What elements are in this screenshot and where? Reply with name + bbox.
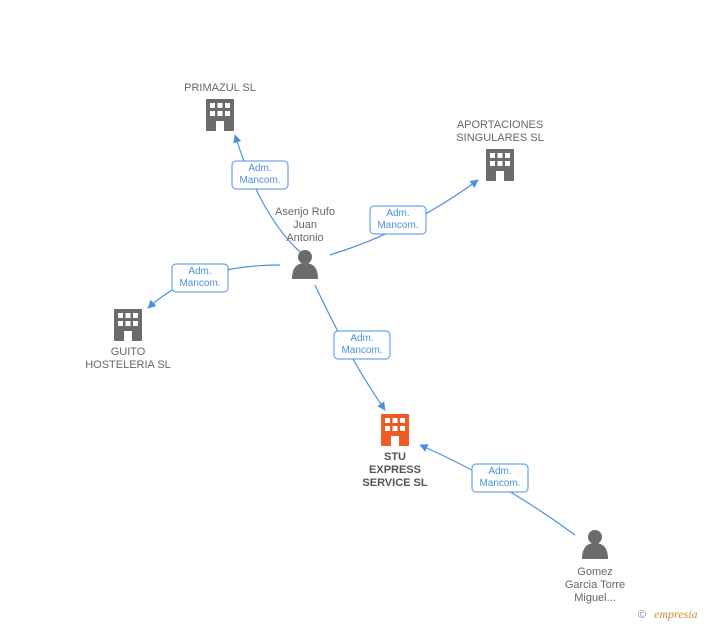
edge-label-line: Adm. (188, 266, 211, 277)
building-icon (114, 309, 142, 341)
node-guito[interactable]: GUITOHOSTELERIA SL (85, 309, 171, 371)
edge-label: Adm.Mancom. (472, 464, 528, 492)
edge-label-line: Adm. (248, 163, 271, 174)
edge-labels: Adm.Mancom.Adm.Mancom.Adm.Mancom.Adm.Man… (172, 161, 528, 492)
node-label-line: APORTACIONES (457, 119, 543, 131)
person-icon (292, 250, 318, 279)
edge-label: Adm.Mancom. (172, 264, 228, 292)
edge-label: Adm.Mancom. (370, 206, 426, 234)
node-asenjo[interactable]: Asenjo RufoJuanAntonio (275, 206, 335, 279)
node-label-line: STU (384, 451, 406, 463)
edge-label-line: Mancom. (341, 345, 382, 356)
node-label-line: Miguel... (574, 592, 616, 604)
node-primazul[interactable]: PRIMAZUL SL (184, 82, 256, 131)
copyright-symbol: © (638, 609, 646, 621)
watermark: © empresia (638, 607, 698, 621)
edge-label: Adm.Mancom. (232, 161, 288, 189)
node-label-line: HOSTELERIA SL (85, 359, 171, 371)
node-label-line: Antonio (286, 232, 323, 244)
edge-label-line: Mancom. (179, 278, 220, 289)
node-stu[interactable]: STUEXPRESSSERVICE SL (362, 414, 427, 489)
edge-label-line: Mancom. (377, 220, 418, 231)
node-label-line: SERVICE SL (362, 477, 427, 489)
person-icon (582, 530, 608, 559)
node-label-line: PRIMAZUL SL (184, 82, 256, 94)
edge-label-line: Adm. (350, 333, 373, 344)
network-diagram: Adm.Mancom.Adm.Mancom.Adm.Mancom.Adm.Man… (0, 0, 728, 630)
edge-label-line: Mancom. (479, 478, 520, 489)
brand-name: empresia (654, 607, 698, 621)
building-icon (486, 149, 514, 181)
edge-label-line: Mancom. (239, 175, 280, 186)
node-label-line: Garcia Torre (565, 579, 625, 591)
node-label-line: Asenjo Rufo (275, 206, 335, 218)
edge-label-line: Adm. (386, 208, 409, 219)
node-aportaciones[interactable]: APORTACIONESSINGULARES SL (456, 119, 543, 181)
building-icon (381, 414, 409, 446)
edge-label-line: Adm. (488, 466, 511, 477)
node-label-line: Juan (293, 219, 317, 231)
node-label-line: GUITO (111, 346, 146, 358)
edge-label: Adm.Mancom. (334, 331, 390, 359)
node-label-line: SINGULARES SL (456, 132, 543, 144)
node-label-line: Gomez (577, 566, 612, 578)
building-icon (206, 99, 234, 131)
node-label-line: EXPRESS (369, 464, 421, 476)
node-gomez[interactable]: GomezGarcia TorreMiguel... (565, 530, 625, 604)
